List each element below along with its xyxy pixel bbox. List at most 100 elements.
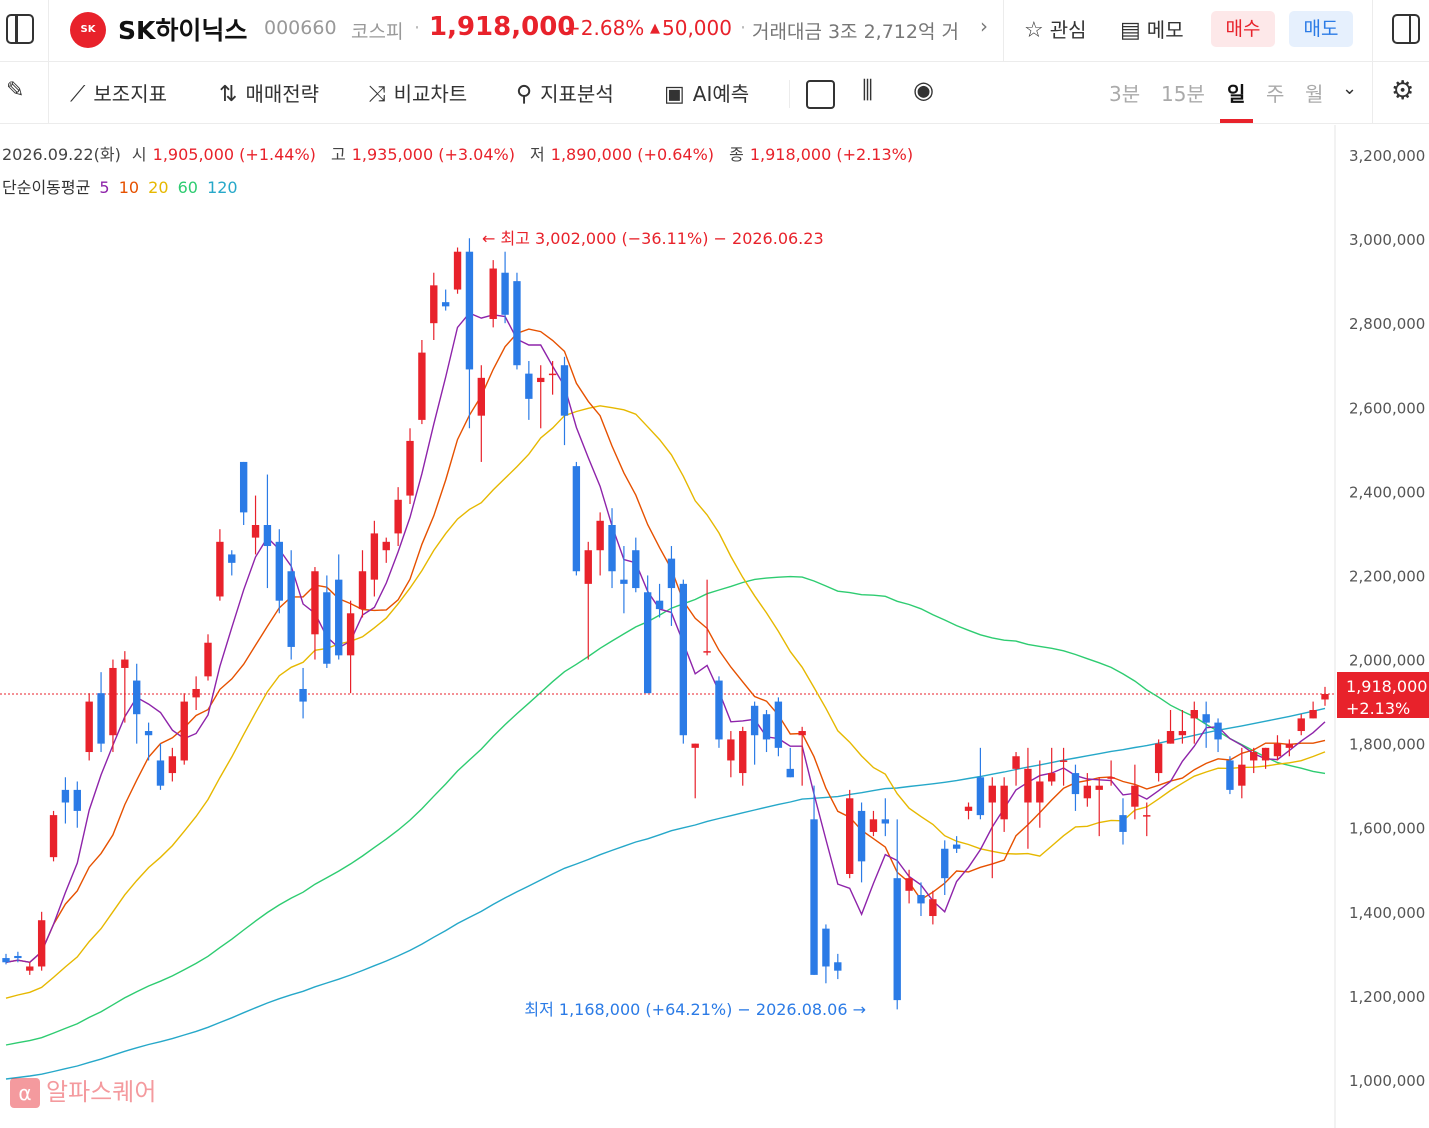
- sidebar-toggle-icon[interactable]: [6, 14, 34, 44]
- candle-body: [715, 680, 723, 740]
- candle-body: [358, 571, 367, 610]
- candle-body: [1250, 752, 1258, 761]
- ma10-path: [5, 328, 1326, 964]
- candle-body: [774, 701, 783, 748]
- candle-body: [822, 928, 830, 967]
- candle-body: [251, 525, 260, 538]
- candle-body: [1226, 760, 1234, 790]
- candle-body: [49, 815, 58, 858]
- candle: [988, 777, 996, 879]
- open-label: 시: [131, 145, 147, 164]
- ma-legend[interactable]: 단순이동평균 5 10 20 60 120: [2, 174, 238, 198]
- y-tick-label: 1,400,000: [1349, 904, 1425, 922]
- gear-icon[interactable]: ⚙: [1391, 76, 1415, 106]
- candle: [1095, 777, 1103, 837]
- candle-body: [584, 550, 592, 584]
- candle-body: [929, 899, 937, 917]
- candle-body: [952, 844, 961, 849]
- candle-body: [869, 819, 878, 832]
- candle-body: [228, 554, 236, 563]
- price-tag-value: 1,918,000: [1346, 677, 1427, 696]
- candle-body: [489, 268, 497, 319]
- sell-button[interactable]: 매도: [1289, 11, 1353, 47]
- price-axis[interactable]: 1,000,000 1,200,000 1,400,000 1,600,000 1,80…: [1334, 125, 1425, 1128]
- candle-body: [1285, 743, 1294, 748]
- candle: [180, 693, 188, 765]
- panel-toggle-icon[interactable]: [1392, 14, 1420, 44]
- watermark-text: 알파스퀘어: [46, 1078, 157, 1106]
- candle-body: [857, 810, 866, 862]
- candle-body: [691, 743, 699, 748]
- shuffle-icon: ⤨: [368, 82, 386, 107]
- chevron-right-icon[interactable]: ›: [980, 14, 988, 38]
- candle-body: [275, 541, 283, 601]
- candle: [251, 495, 260, 555]
- candle-body: [1202, 714, 1210, 723]
- y-tick-label: 1,200,000: [1349, 988, 1425, 1006]
- candle-body: [1309, 710, 1317, 719]
- watchlist-label: 관심: [1049, 18, 1087, 42]
- candle: [703, 579, 711, 656]
- indicator-button[interactable]: ⟋ 보조지표: [70, 78, 167, 107]
- candle-body: [73, 789, 81, 811]
- candlestick-icon[interactable]: ⫼: [862, 76, 874, 104]
- candle-body: [988, 785, 996, 803]
- high-label: 고: [330, 145, 346, 164]
- buy-button[interactable]: 매수: [1211, 11, 1275, 47]
- candle-body: [406, 440, 414, 496]
- timeframe-day[interactable]: 일: [1227, 82, 1246, 106]
- candle-body: [1107, 777, 1115, 779]
- candle-body: [1119, 815, 1127, 832]
- timeframe-3min[interactable]: 3분: [1109, 82, 1141, 106]
- drawing-tool-button[interactable]: ✎: [6, 78, 32, 103]
- strategy-button[interactable]: ⇅ 매매전략: [219, 78, 319, 107]
- candle-body: [1059, 760, 1068, 762]
- candle-body: [572, 466, 581, 572]
- company-logo: SK: [70, 12, 106, 48]
- candle: [679, 579, 688, 744]
- compare-button[interactable]: ⤨ 비교차트: [368, 78, 467, 107]
- indicator-label: 보조지표: [93, 82, 168, 106]
- candle: [822, 924, 830, 984]
- camera-icon[interactable]: ◉: [913, 76, 934, 104]
- y-tick-label: 2,600,000: [1349, 399, 1425, 417]
- timeframe-15min[interactable]: 15분: [1161, 82, 1205, 106]
- candle: [346, 600, 355, 694]
- candle-body: [786, 768, 794, 778]
- candle: [774, 697, 783, 757]
- candle: [1048, 747, 1056, 786]
- candle-body: [144, 731, 153, 736]
- candle: [941, 840, 949, 895]
- candle-body: [537, 377, 545, 383]
- candle: [299, 667, 307, 719]
- active-timeframe-indicator: [1220, 119, 1253, 123]
- watchlist-button[interactable]: ☆ 관심: [1024, 14, 1087, 43]
- candle-body: [204, 642, 212, 677]
- square-layout-icon[interactable]: [806, 80, 835, 109]
- timeframe-month[interactable]: 월: [1305, 82, 1324, 106]
- memo-button[interactable]: ▤ 메모: [1120, 14, 1184, 43]
- candle-body: [299, 688, 307, 702]
- candle-body: [1214, 722, 1222, 740]
- candle-body: [679, 583, 688, 736]
- candle: [1143, 802, 1151, 837]
- candle-body: [893, 878, 901, 1001]
- candle: [881, 798, 890, 837]
- change-percent: +2.68%: [564, 16, 645, 40]
- timeframe-week[interactable]: 주: [1266, 82, 1285, 106]
- price-chart[interactable]: 1,000,000 1,200,000 1,400,000 1,600,000 1,80…: [0, 125, 1429, 1128]
- candle: [1178, 710, 1187, 744]
- candle: [537, 365, 545, 429]
- candle-body: [762, 714, 771, 740]
- candle: [156, 743, 165, 790]
- candle-body: [1012, 756, 1020, 769]
- ai-predict-button[interactable]: ▣ AI예측: [664, 78, 749, 107]
- chevron-down-icon[interactable]: ⌄: [1342, 78, 1358, 99]
- candle-body: [608, 525, 616, 572]
- header-divider: [1003, 0, 1004, 62]
- ma60-label: 60: [177, 178, 198, 197]
- candle-body: [655, 600, 664, 610]
- memo-icon: ▤: [1120, 18, 1141, 43]
- candle: [1214, 718, 1222, 753]
- analysis-button[interactable]: ⚲ 지표분석: [516, 78, 614, 107]
